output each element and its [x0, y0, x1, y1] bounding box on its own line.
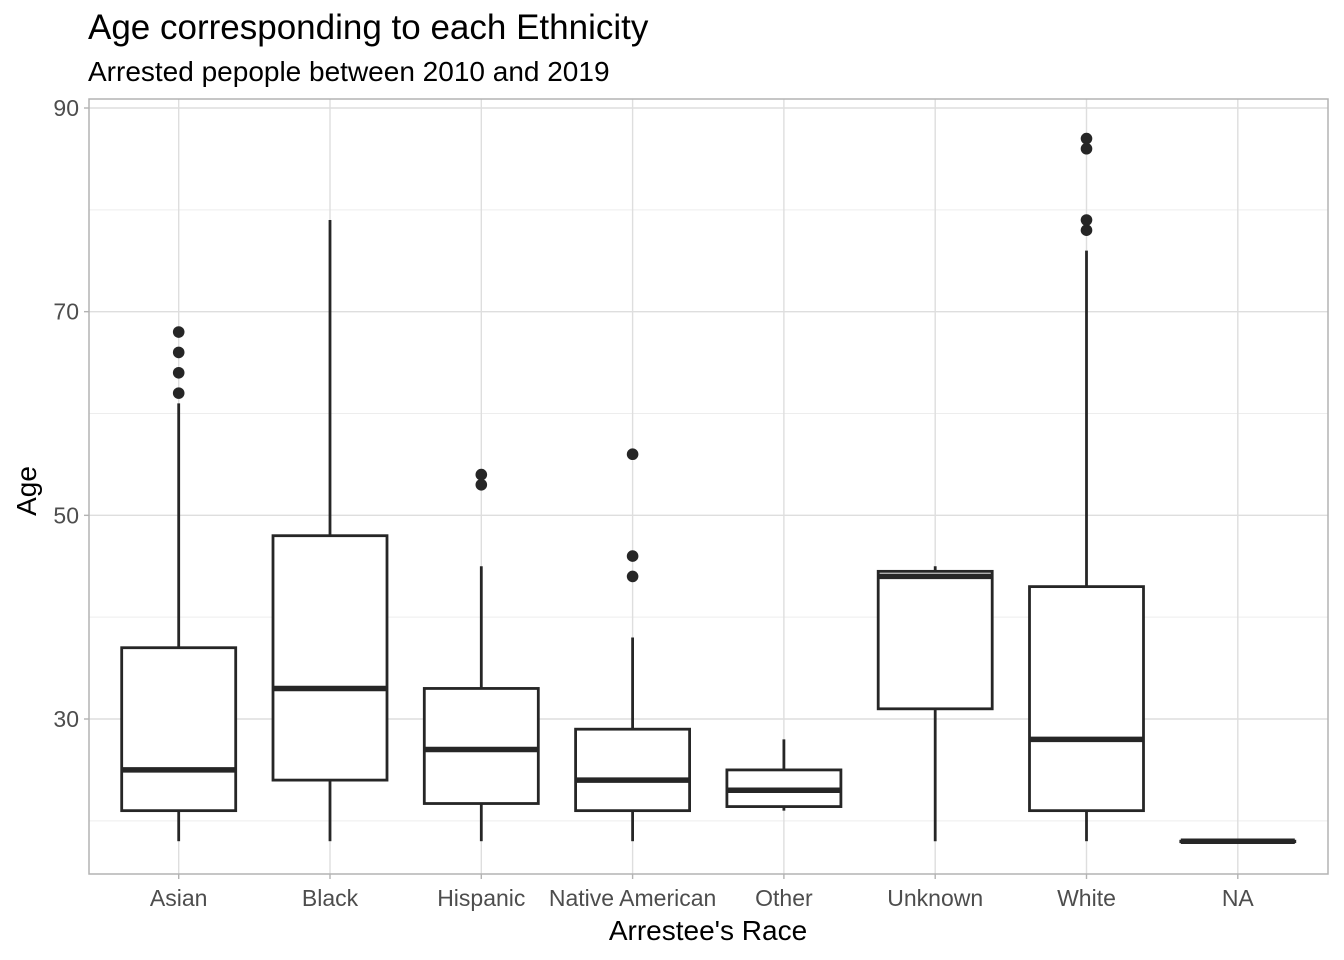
- box-iqr: [1028, 585, 1145, 813]
- x-tick-label: Asian: [150, 885, 208, 911]
- box-iqr: [271, 534, 389, 782]
- outlier-point: [626, 570, 639, 583]
- box-unknown: [876, 566, 994, 842]
- box-asian: [120, 326, 238, 842]
- box-iqr: [574, 727, 691, 813]
- x-tick-label: NA: [1222, 885, 1255, 911]
- box-layer: [120, 132, 1297, 844]
- x-tick-label: Hispanic: [437, 885, 525, 911]
- outlier-point: [626, 448, 639, 461]
- outlier-point: [1080, 224, 1093, 236]
- outlier-point: [475, 478, 488, 491]
- outlier-point: [1080, 142, 1093, 155]
- outlier-point: [172, 326, 185, 338]
- box-black: [271, 220, 389, 842]
- x-tick-label: Black: [302, 885, 359, 911]
- x-tick-label: White: [1057, 885, 1116, 911]
- y-tick-label: 30: [53, 706, 79, 732]
- box-native-american: [574, 448, 691, 842]
- outlier-point: [626, 550, 639, 562]
- box-iqr: [120, 646, 238, 813]
- y-tick-label: 50: [53, 502, 79, 528]
- outlier-point: [475, 468, 488, 481]
- box-iqr: [422, 687, 540, 805]
- y-axis-label: Age: [11, 466, 42, 516]
- chart-subtitle: Arrested pepople between 2010 and 2019: [88, 56, 610, 87]
- outlier-point: [172, 366, 185, 379]
- box-other: [725, 739, 843, 811]
- outlier-point: [172, 387, 185, 399]
- panel-border: [88, 98, 1329, 875]
- box-iqr: [876, 569, 994, 711]
- outlier-point: [172, 346, 185, 359]
- x-tick-label: Other: [755, 885, 813, 911]
- box-white: [1028, 132, 1145, 842]
- outlier-point: [1080, 214, 1093, 226]
- y-tick-label: 90: [53, 95, 79, 121]
- box-na: [1179, 838, 1297, 844]
- y-tick-label: 70: [53, 299, 79, 325]
- x-axis-label: Arrestee's Race: [609, 915, 807, 946]
- x-tick-label: Native American: [549, 885, 716, 911]
- chart-title: Age corresponding to each Ethnicity: [88, 8, 649, 47]
- box-hispanic: [422, 468, 540, 842]
- tick-layer: 30 50 70 90 Asian Black Hispanic Native America…: [53, 95, 1254, 911]
- outlier-point: [1080, 132, 1093, 145]
- x-tick-label: Unknown: [887, 885, 983, 911]
